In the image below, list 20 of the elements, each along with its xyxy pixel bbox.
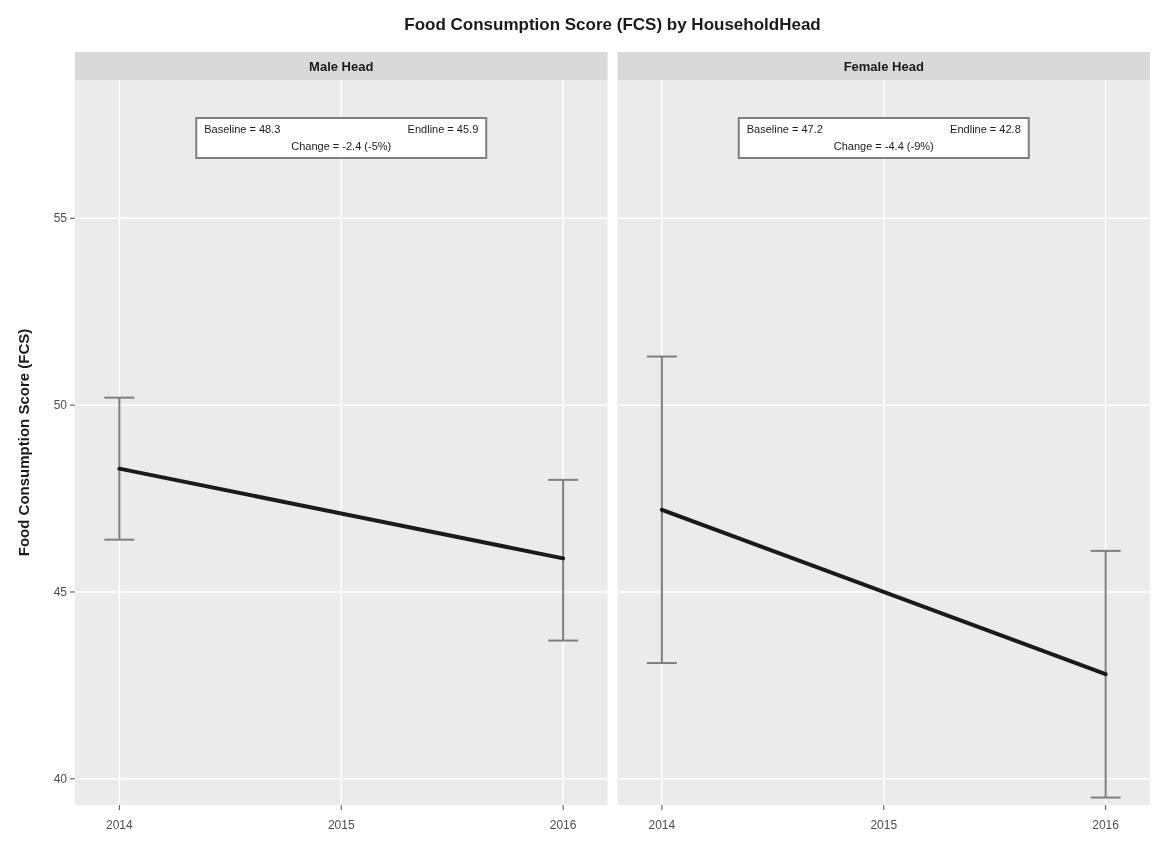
annotation: Change = -4.4 (-9%)	[833, 140, 934, 152]
x-tick-label: 2015	[327, 818, 355, 832]
x-tick-label: 2016	[1092, 818, 1120, 832]
y-tick-label: 45	[53, 584, 68, 599]
chart-subtitle: Male Head	[309, 59, 374, 74]
x-tick-label: 2014	[648, 818, 676, 832]
annotation: Change = -2.4 (-5%)	[291, 140, 392, 152]
annotation: Endline = 42.8	[950, 123, 1021, 135]
y-tick-label: 40	[53, 771, 68, 786]
chart-title: Food Consumption Score (FCS) by HouseholdHead	[404, 15, 821, 34]
y-tick-label: 50	[53, 398, 68, 413]
chart-subtitle: Female Head	[843, 59, 924, 74]
annotation: Baseline = 47.2	[746, 123, 823, 135]
x-tick-label: 2015	[870, 818, 898, 832]
x-tick-label: 2014	[106, 818, 134, 832]
y-axis-title: Food Consumption Score (FCS)	[15, 328, 32, 557]
y-tick-label: 55	[53, 211, 68, 226]
annotation: Baseline = 48.3	[204, 123, 281, 135]
x-tick-label: 2016	[549, 818, 577, 832]
annotation: Endline = 45.9	[407, 123, 479, 135]
